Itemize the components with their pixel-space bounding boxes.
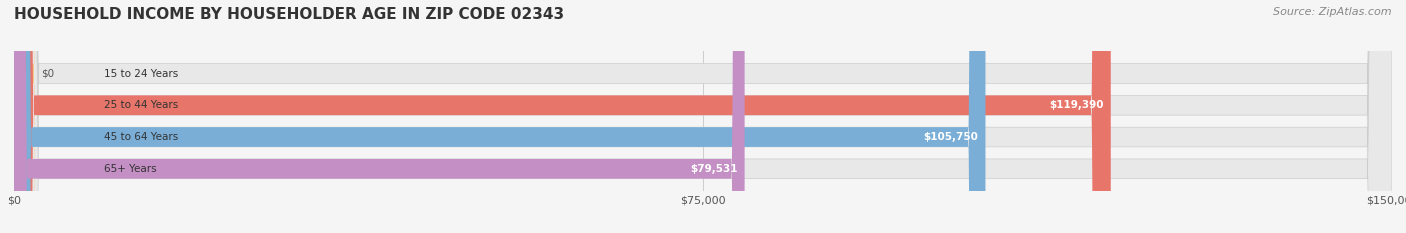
FancyBboxPatch shape (14, 0, 1111, 233)
FancyBboxPatch shape (14, 0, 1392, 233)
Text: 25 to 44 Years: 25 to 44 Years (104, 100, 179, 110)
Text: $0: $0 (42, 69, 55, 79)
FancyBboxPatch shape (14, 0, 35, 233)
Text: 65+ Years: 65+ Years (104, 164, 156, 174)
Text: HOUSEHOLD INCOME BY HOUSEHOLDER AGE IN ZIP CODE 02343: HOUSEHOLD INCOME BY HOUSEHOLDER AGE IN Z… (14, 7, 564, 22)
Text: 15 to 24 Years: 15 to 24 Years (104, 69, 179, 79)
FancyBboxPatch shape (14, 0, 1392, 233)
Text: $79,531: $79,531 (690, 164, 738, 174)
FancyBboxPatch shape (14, 0, 1392, 233)
FancyBboxPatch shape (14, 0, 1392, 233)
Text: $119,390: $119,390 (1049, 100, 1104, 110)
Text: Source: ZipAtlas.com: Source: ZipAtlas.com (1274, 7, 1392, 17)
FancyBboxPatch shape (14, 0, 745, 233)
Text: $105,750: $105,750 (924, 132, 979, 142)
Text: 45 to 64 Years: 45 to 64 Years (104, 132, 179, 142)
FancyBboxPatch shape (14, 0, 986, 233)
